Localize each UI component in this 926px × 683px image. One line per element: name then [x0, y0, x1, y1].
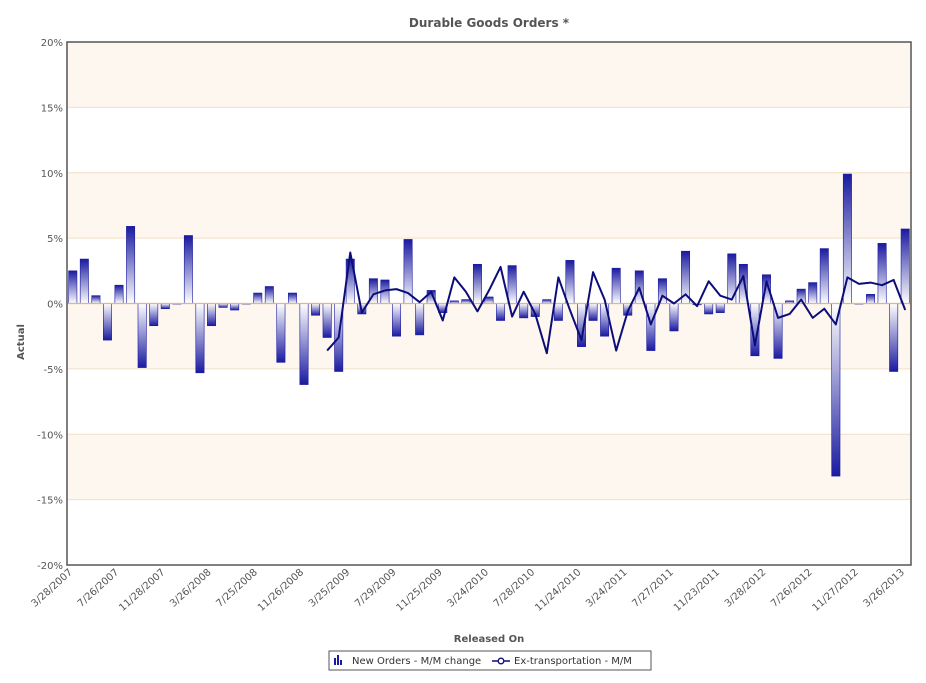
legend-bar-icon: [334, 655, 342, 665]
bar: [507, 265, 517, 304]
bar: [287, 292, 297, 304]
x-tick-label: 3/24/2011: [584, 567, 629, 609]
plot-frame: [66, 41, 912, 566]
bar: [322, 303, 332, 338]
bar: [819, 248, 829, 304]
bar: [183, 235, 193, 304]
y-axis-title: Actual: [16, 324, 27, 360]
x-tick-label: 3/28/2007: [30, 567, 75, 609]
y-tick-label: -15%: [37, 496, 63, 507]
y-tick-label: 0%: [47, 300, 63, 311]
bar: [808, 282, 818, 304]
legend-box: [328, 650, 652, 671]
x-tick-label: 7/26/2012: [769, 567, 814, 609]
line-series: [326, 251, 907, 355]
bar: [195, 303, 205, 374]
y-tick-label: 5%: [47, 234, 63, 245]
x-tick-label: 11/26/2008: [256, 567, 306, 614]
bar: [657, 278, 667, 304]
bar: [311, 303, 321, 316]
chart-title: Durable Goods Orders *: [409, 16, 570, 30]
x-tick-label: 3/28/2012: [723, 567, 768, 609]
bar: [91, 295, 101, 304]
x-tick-label: 3/25/2009: [307, 567, 352, 609]
bar: [160, 303, 170, 310]
y-tick-label: 20%: [41, 38, 63, 49]
bar: [276, 303, 286, 363]
legend-label-ex-transportation: Ex-transportation - M/M: [514, 656, 632, 667]
y-tick-label: -10%: [37, 430, 63, 441]
x-tick-label: 11/27/2012: [811, 567, 861, 614]
legend-line-icon: [492, 657, 510, 665]
x-tick-label: 11/28/2007: [117, 567, 167, 614]
plot-band: [67, 172, 911, 239]
x-tick-label: 7/26/2007: [76, 567, 121, 609]
plot-band: [67, 303, 911, 369]
bar: [207, 303, 216, 327]
bar: [126, 226, 136, 304]
x-tick-label: 7/25/2008: [214, 567, 259, 609]
x-tick-label: 11/25/2009: [395, 567, 445, 614]
x-axis-title: Released On: [454, 634, 524, 645]
x-tick-label: 3/24/2010: [446, 567, 491, 609]
plot-band: [67, 434, 911, 500]
bar: [669, 303, 679, 332]
bar: [415, 303, 425, 336]
plot-band: [67, 42, 911, 108]
bar: [253, 292, 263, 304]
legend: New Orders - M/M change Ex-transportatio…: [328, 650, 652, 671]
bar: [715, 303, 725, 313]
bar: [588, 303, 598, 321]
bar: [484, 296, 494, 304]
bar: [889, 303, 899, 372]
bar: [900, 228, 910, 304]
y-axis-ticks: 20% 15% 10% 5% 0% -5% -10% -15% -20%: [37, 38, 63, 572]
x-tick-label: 3/26/2008: [168, 567, 213, 609]
y-tick-label: 15%: [41, 103, 63, 114]
x-tick-label: 11/23/2011: [672, 567, 722, 614]
bar: [842, 173, 852, 304]
bar: [149, 303, 159, 327]
bar: [704, 303, 714, 315]
x-tick-label: 7/27/2011: [630, 567, 675, 609]
x-tick-label: 3/26/2013: [862, 567, 907, 609]
bar: [866, 294, 875, 304]
bar: [137, 303, 147, 368]
x-tick-label: 7/28/2010: [492, 567, 537, 609]
bar: [392, 303, 401, 337]
bar: [299, 303, 309, 385]
ex-transportation-line: [326, 251, 907, 355]
bar: [79, 258, 89, 304]
bar: [230, 303, 240, 311]
y-tick-label: 10%: [41, 169, 63, 180]
bar: [831, 303, 841, 477]
bar: [264, 286, 274, 304]
bar: [68, 270, 78, 304]
bar: [519, 303, 529, 319]
x-tick-label: 11/24/2010: [533, 567, 583, 614]
bar: [727, 253, 737, 304]
y-tick-label: -20%: [37, 561, 63, 572]
bar: [565, 260, 575, 304]
bar: [114, 284, 124, 304]
bar: [103, 303, 112, 341]
legend-label-new-orders: New Orders - M/M change: [352, 656, 481, 667]
x-tick-label: 7/29/2009: [353, 567, 398, 609]
bar: [553, 303, 563, 321]
bar: [472, 263, 482, 304]
bar: [496, 303, 506, 321]
y-tick-label: -5%: [44, 365, 63, 376]
bar: [877, 243, 887, 304]
bar: [646, 303, 656, 351]
bar: [611, 267, 621, 304]
